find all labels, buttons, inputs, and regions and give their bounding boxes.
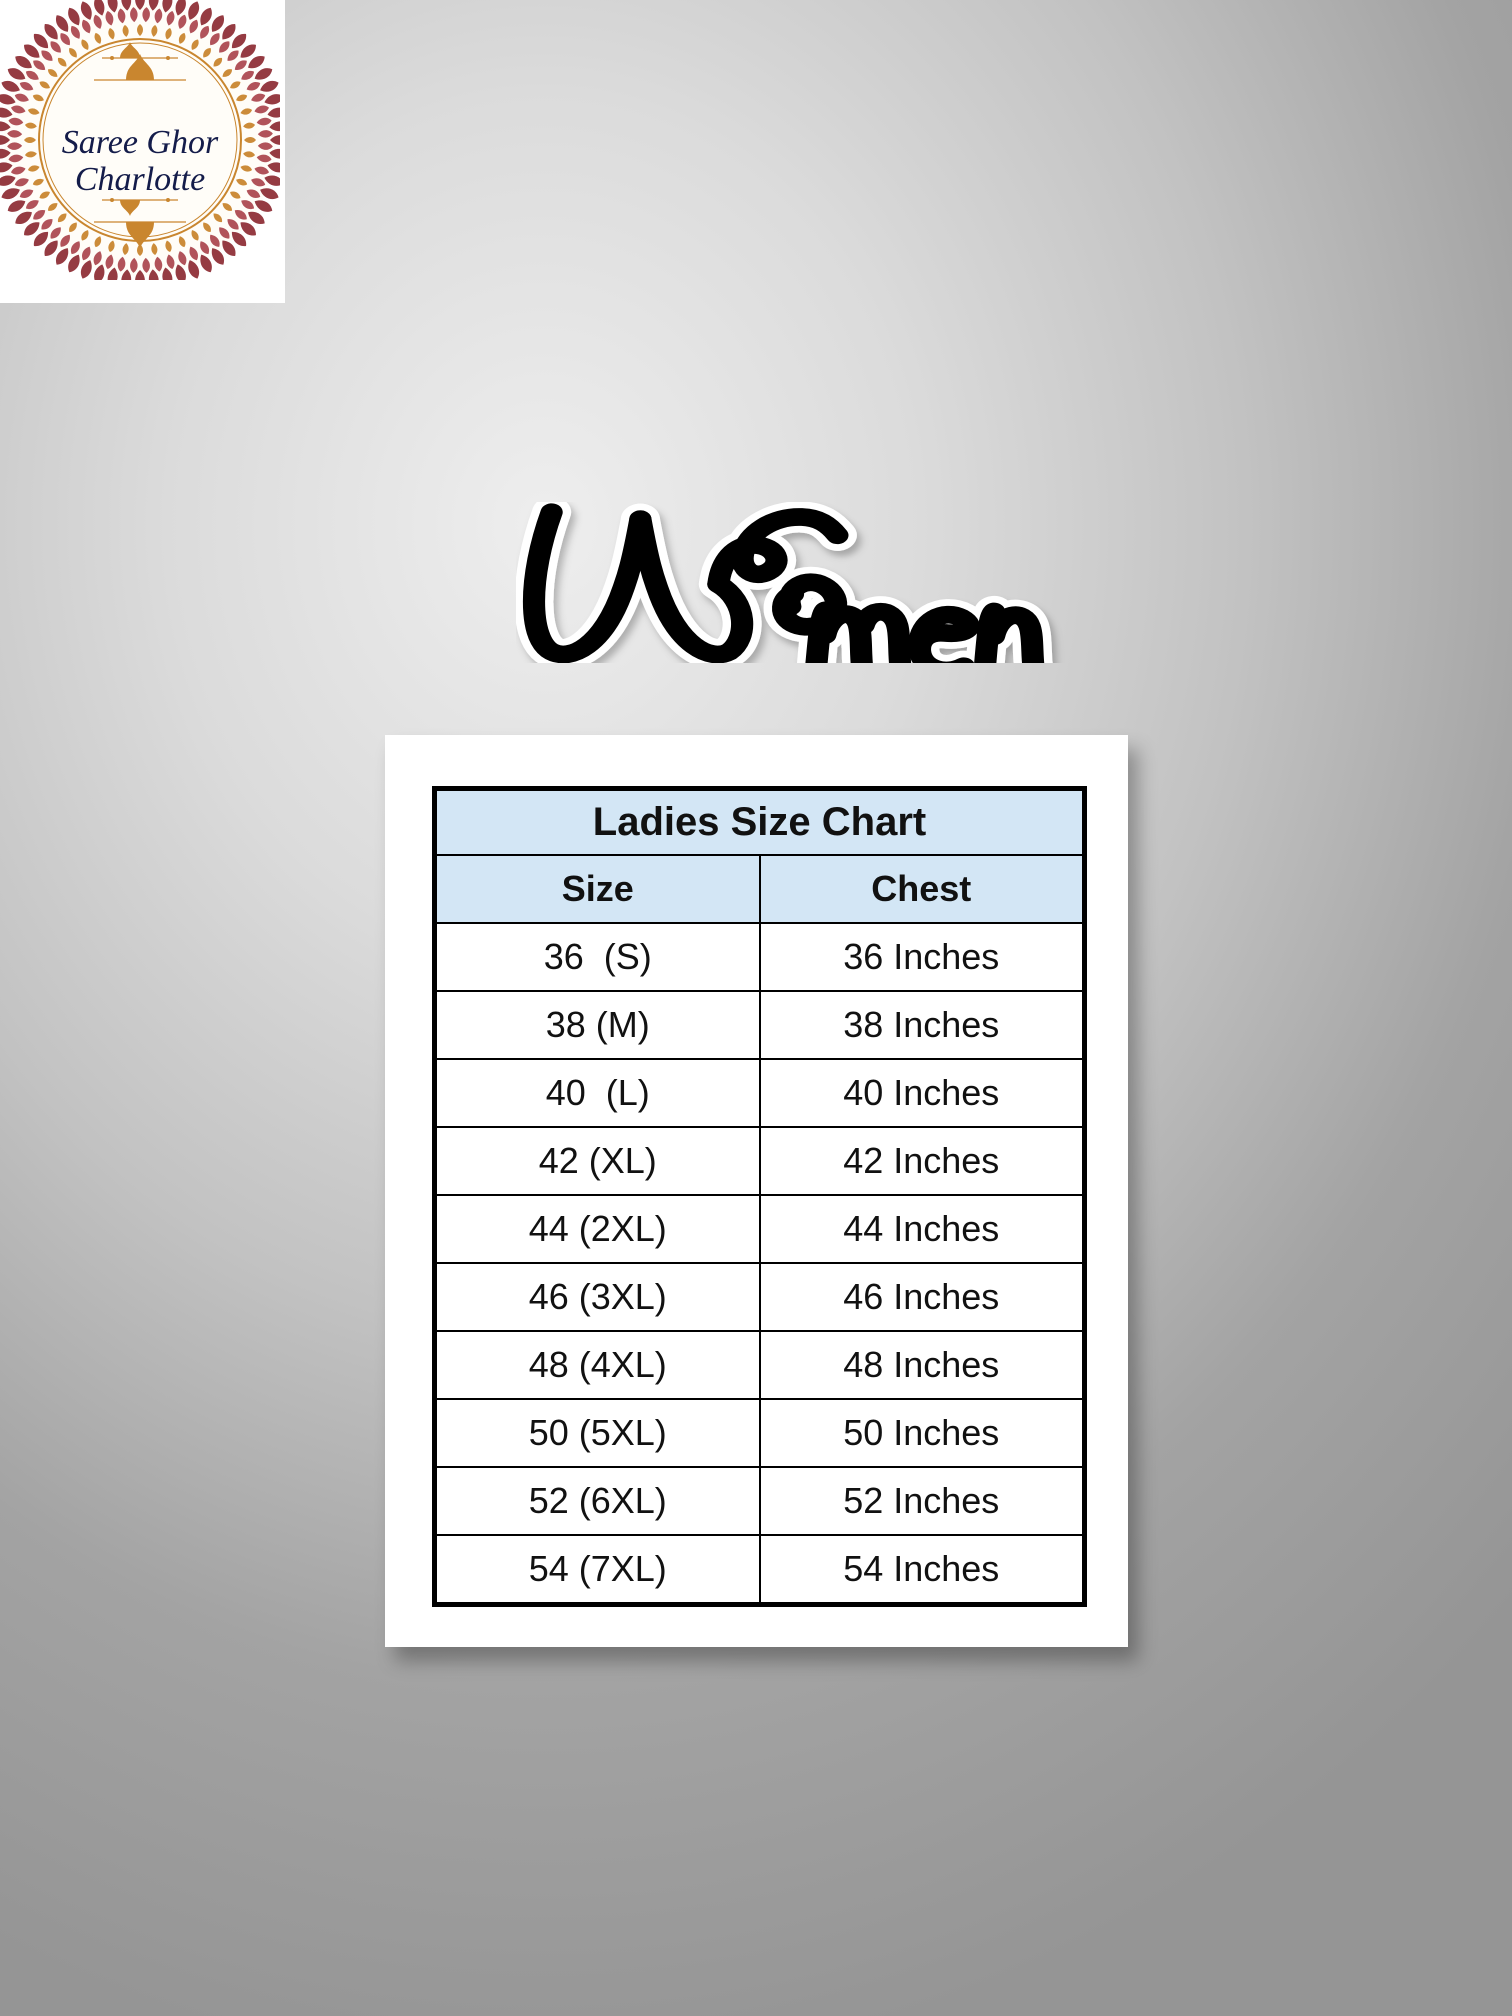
svg-text:Saree Ghor: Saree Ghor <box>62 124 219 161</box>
svg-text:Charlotte: Charlotte <box>75 161 205 198</box>
